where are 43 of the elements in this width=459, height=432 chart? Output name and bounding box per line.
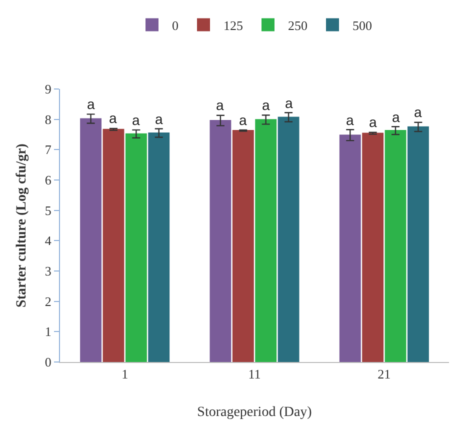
y-axis-title: Starter culture (Log cfu/gr) [14, 143, 30, 308]
y-tick-label: 7 [44, 142, 52, 158]
y-tick-label: 2 [44, 294, 52, 309]
data-label: a [155, 111, 163, 127]
data-label: a [346, 112, 354, 128]
bar [125, 133, 147, 362]
data-label: a [216, 97, 224, 113]
x-tick-label: 11 [248, 366, 261, 382]
legend-label: 250 [288, 18, 308, 33]
y-tick-label: 6 [44, 172, 52, 188]
bar [362, 132, 384, 362]
data-label: a [262, 97, 270, 113]
x-tick-label: 1 [122, 366, 128, 382]
bar [384, 130, 406, 362]
bar [339, 134, 361, 362]
data-label: a [392, 109, 400, 125]
bar [232, 130, 254, 362]
legend-label: 0 [172, 18, 178, 33]
y-tick-label: 1 [44, 324, 52, 340]
x-tick-label: 21 [378, 366, 391, 382]
data-label: a [414, 104, 422, 120]
y-tick-label: 9 [44, 82, 52, 97]
data-label: a [87, 96, 95, 112]
bar [210, 120, 232, 362]
y-tick-label: 8 [44, 112, 52, 127]
x-axis-title: Storageperiod (Day) [197, 404, 312, 420]
y-tick-label: 3 [44, 264, 52, 279]
y-tick-label: 0 [44, 354, 52, 370]
legend-label: 125 [224, 18, 243, 33]
bar [278, 116, 300, 362]
bar [80, 118, 102, 362]
bar [407, 126, 429, 362]
y-tick-label: 4 [44, 233, 52, 248]
data-label: a [285, 95, 293, 111]
y-tick-label: 5 [44, 202, 52, 218]
data-label: a [239, 112, 247, 128]
data-label: a [369, 114, 377, 130]
bar [255, 119, 277, 362]
data-label: a [132, 112, 140, 128]
bar [102, 128, 124, 362]
legend-label: 500 [352, 18, 372, 33]
data-label: a [109, 110, 117, 126]
bar [148, 132, 170, 362]
